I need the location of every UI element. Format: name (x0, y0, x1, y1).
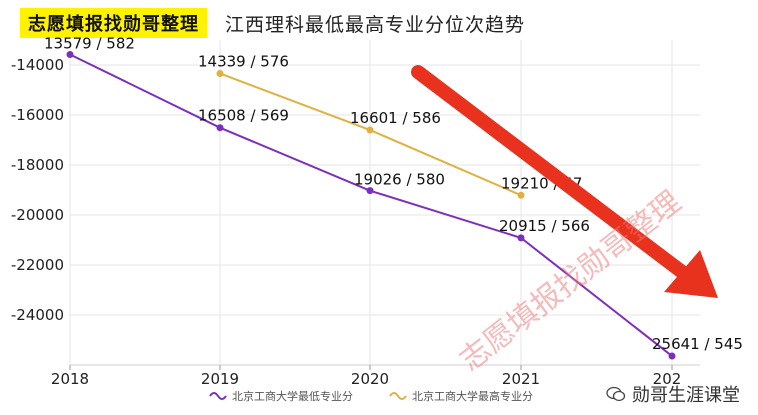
data-label: 20915 / 566 (499, 217, 590, 235)
data-label: 14339 / 576 (198, 52, 289, 70)
arrow-head (664, 250, 718, 298)
legend-swatch (389, 392, 407, 400)
legend-label: 北京工商大学最高专业分 (412, 389, 533, 403)
arrow-shaft (411, 65, 697, 285)
wechat-badge: 勋哥生涯课堂 (606, 381, 740, 407)
data-point (517, 234, 525, 242)
grid-lines (69, 40, 700, 370)
data-label: 16508 / 569 (198, 107, 289, 125)
x-tick-label: 2018 (51, 370, 89, 388)
wechat-icon (606, 386, 626, 402)
data-label: 16601 / 586 (350, 109, 441, 127)
data-point (668, 352, 676, 360)
legend-label: 北京工商大学最低专业分 (232, 389, 353, 403)
brand-badge: 志愿填报找勋哥整理 (20, 8, 207, 38)
data-label: 13579 / 582 (44, 34, 135, 52)
y-tick-label: -20000 (11, 206, 64, 224)
x-tick-label: 2019 (201, 370, 239, 388)
wechat-label: 勋哥生涯课堂 (632, 385, 740, 406)
y-tick-label: -24000 (11, 306, 64, 324)
y-tick-label: -16000 (11, 106, 64, 124)
data-point (517, 191, 525, 199)
y-tick-label: -18000 (11, 156, 64, 174)
series-lines (69, 53, 673, 357)
data-point (366, 126, 374, 134)
x-tick-label: 202 (653, 370, 682, 388)
y-tick-label: -14000 (11, 56, 64, 74)
legend-swatch (209, 392, 227, 400)
series-points (66, 50, 676, 360)
y-axis-ticks: -14000 -16000 -18000 -20000 -22000 -24000 (11, 56, 64, 324)
data-label: 25641 / 545 (652, 335, 743, 353)
data-point (66, 50, 74, 58)
y-tick-label: -22000 (11, 256, 64, 274)
header: 志愿填报找勋哥整理 江西理科最低最高专业分位次趋势 (20, 8, 525, 38)
data-point (216, 124, 224, 132)
data-point (366, 187, 374, 195)
data-label: 19026 / 580 (354, 171, 445, 189)
chart-title: 江西理科最低最高专业分位次趋势 (225, 13, 526, 36)
x-tick-label: 2021 (502, 370, 540, 388)
series-line-0 (69, 53, 673, 357)
legend: 北京工商大学最低专业分 北京工商大学最高专业分 (209, 389, 533, 403)
red-arrow (411, 65, 718, 298)
x-axis-ticks: 2018 2019 2020 2021 202 (51, 370, 681, 388)
data-labels: 13579 / 582 16508 / 569 19026 / 580 20915 /… (44, 34, 743, 353)
x-tick-label: 2020 (351, 370, 389, 388)
data-point (216, 69, 224, 77)
